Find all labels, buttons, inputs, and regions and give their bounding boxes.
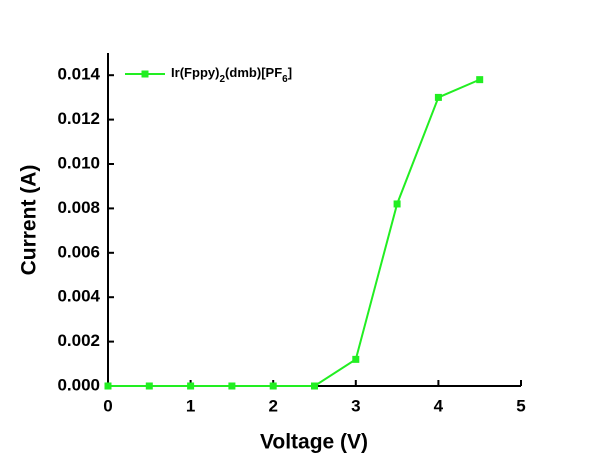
x-tick-label: 4 [434,396,444,415]
marker [104,382,112,390]
x-axis-title: Voltage (V) [260,431,368,454]
legend-label: Ir(Fppy)2(dmb)[PF6] [171,65,292,85]
x-tick-label: 1 [186,396,195,415]
marker [269,382,277,390]
marker [311,382,318,390]
y-tick-label: 0.002 [57,331,100,350]
y-tick-label: 0.000 [57,375,100,394]
marker [228,382,236,390]
y-tick-label: 0.012 [57,109,100,128]
y-axis-title: Current (A) [18,165,41,276]
y-tick-label: 0.010 [57,153,100,172]
x-tick-label: 2 [268,396,277,415]
marker [434,93,442,101]
marker [476,76,484,84]
marker [393,200,401,208]
y-tick-label: 0.004 [57,287,100,306]
x-tick-label: 5 [516,396,525,415]
marker [187,382,195,390]
marker [352,355,360,363]
y-tick-label: 0.006 [57,242,100,261]
y-tick-label: 0.008 [57,198,100,217]
series-line [108,78,481,387]
marker [145,382,153,390]
x-tick-label: 0 [103,396,112,415]
y-tick-label: 0.014 [57,65,100,84]
legend-marker [141,70,149,78]
x-tick-label: 3 [351,396,360,415]
